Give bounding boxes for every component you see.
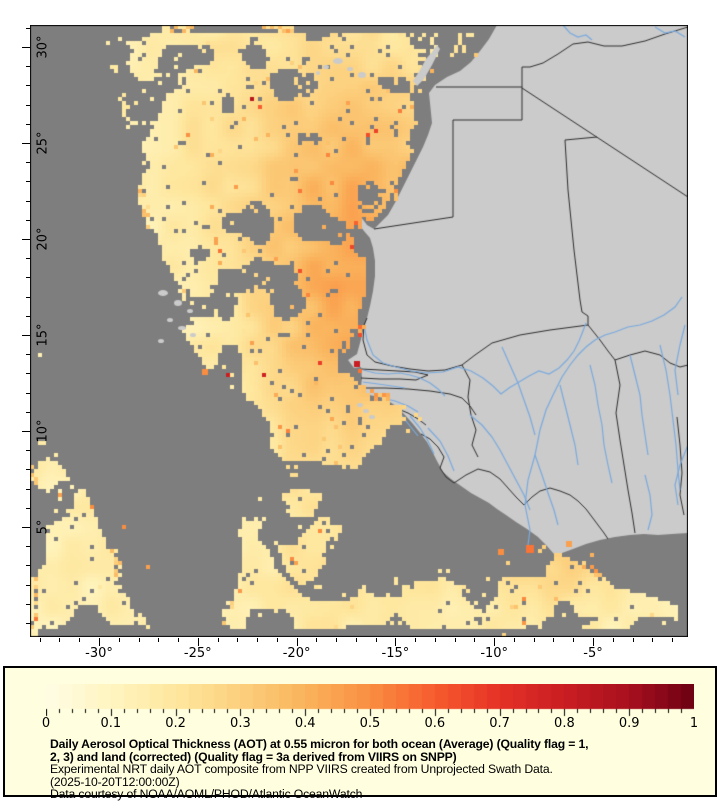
x-major-tick	[593, 638, 594, 646]
y-minor-tick	[26, 469, 30, 471]
y-minor-tick	[26, 623, 30, 624]
colorbar-tick-label: 0.4	[294, 716, 316, 731]
x-minor-tick	[355, 638, 357, 642]
y-tick-label: 30°	[35, 35, 51, 59]
colorbar	[46, 684, 694, 718]
x-minor-tick	[533, 638, 535, 642]
x-minor-tick	[237, 638, 239, 642]
y-minor-tick	[26, 354, 30, 356]
x-tick-label: -5°	[583, 646, 603, 661]
x-minor-tick	[454, 638, 456, 642]
caption-line-5: Data courtesy of NOAA/AOML/PHOD/Atlantic…	[50, 787, 363, 801]
x-minor-tick	[336, 638, 338, 642]
x-minor-tick	[39, 638, 41, 642]
y-minor-tick	[26, 162, 30, 164]
x-minor-tick	[316, 638, 318, 642]
y-minor-tick	[26, 546, 30, 548]
y-major-tick	[22, 143, 30, 144]
y-minor-tick	[26, 373, 30, 375]
y-minor-tick	[26, 584, 30, 586]
y-major-tick	[22, 431, 30, 432]
x-minor-tick	[158, 638, 160, 642]
x-minor-tick	[217, 638, 219, 642]
x-minor-tick	[652, 638, 654, 642]
x-major-tick	[197, 638, 199, 646]
x-tick-label: -25°	[183, 646, 212, 661]
y-minor-tick	[26, 296, 30, 298]
x-minor-tick	[118, 638, 120, 642]
x-minor-tick	[375, 638, 377, 642]
y-minor-tick	[26, 603, 30, 605]
colorbar-tick-label: 1	[689, 716, 699, 731]
colorbar-tick-label: 0	[41, 716, 51, 731]
caption-line-2: 2, 3) and land (corrected) (Quality flag…	[50, 749, 457, 764]
x-minor-tick	[632, 638, 634, 642]
colorbar-tick-label: 0.8	[554, 716, 575, 731]
caption-line-4: (2025-10-20T12:00:00Z)	[50, 774, 180, 789]
x-minor-tick	[276, 638, 278, 642]
y-minor-tick	[26, 200, 30, 202]
x-minor-tick	[612, 638, 614, 642]
y-minor-tick	[26, 565, 30, 567]
y-major-tick	[22, 47, 30, 48]
colorbar-tick-label: 0.6	[424, 716, 446, 731]
x-tick-label: -15°	[381, 646, 410, 661]
y-minor-tick	[26, 66, 30, 68]
y-minor-tick	[26, 507, 30, 509]
colorbar-tick-label: 0.2	[165, 716, 186, 731]
x-tick-label: -20°	[282, 646, 311, 661]
x-minor-tick	[513, 638, 515, 642]
y-minor-tick	[26, 277, 30, 279]
x-minor-tick	[178, 638, 180, 642]
y-tick-label: 5°	[35, 519, 51, 535]
x-tick-label: -30°	[85, 646, 113, 661]
y-minor-tick	[26, 104, 30, 106]
y-minor-tick	[26, 85, 30, 87]
x-minor-tick	[573, 638, 575, 642]
y-tick-label: 20°	[35, 227, 51, 251]
caption-line-1: Daily Aerosol Optical Thickness (AOT) at…	[50, 737, 589, 751]
y-tick-label: 25°	[35, 131, 51, 155]
x-minor-tick	[672, 638, 674, 642]
x-major-tick	[99, 638, 100, 646]
y-tick-label: 10°	[35, 419, 51, 443]
y-minor-tick	[26, 488, 30, 490]
x-major-tick	[494, 638, 496, 646]
x-minor-tick	[474, 638, 476, 642]
y-major-tick	[22, 335, 30, 336]
y-major-tick	[22, 239, 30, 240]
x-major-tick	[296, 638, 298, 646]
caption-line-3: Experimental NRT daily AOT composite fro…	[50, 762, 553, 777]
x-tick-label: -10°	[480, 646, 509, 661]
colorbar-tick-label: 0.7	[489, 716, 510, 731]
colorbar-tick-label: 0.3	[230, 716, 251, 731]
y-minor-tick	[26, 258, 30, 260]
y-minor-tick	[26, 123, 30, 125]
x-minor-tick	[257, 638, 259, 642]
colorbar-tick-label: 0.9	[618, 716, 640, 731]
colorbar-tick-label: 0.5	[359, 716, 381, 731]
y-major-tick	[22, 527, 30, 528]
x-major-tick	[395, 638, 397, 646]
x-minor-tick	[59, 638, 61, 642]
x-minor-tick	[415, 638, 417, 642]
y-tick-label: 15°	[35, 323, 51, 347]
x-minor-tick	[79, 638, 81, 642]
y-minor-tick	[26, 27, 30, 29]
x-minor-tick	[138, 638, 140, 642]
aot-map-canvas	[30, 25, 688, 637]
y-minor-tick	[26, 219, 30, 221]
y-minor-tick	[26, 181, 30, 183]
y-minor-tick	[26, 411, 30, 413]
y-minor-tick	[26, 450, 30, 452]
colorbar-tick-label: 0.1	[100, 716, 122, 731]
y-minor-tick	[26, 315, 30, 317]
x-minor-tick	[553, 638, 555, 642]
x-minor-tick	[434, 638, 436, 642]
y-minor-tick	[26, 392, 30, 394]
